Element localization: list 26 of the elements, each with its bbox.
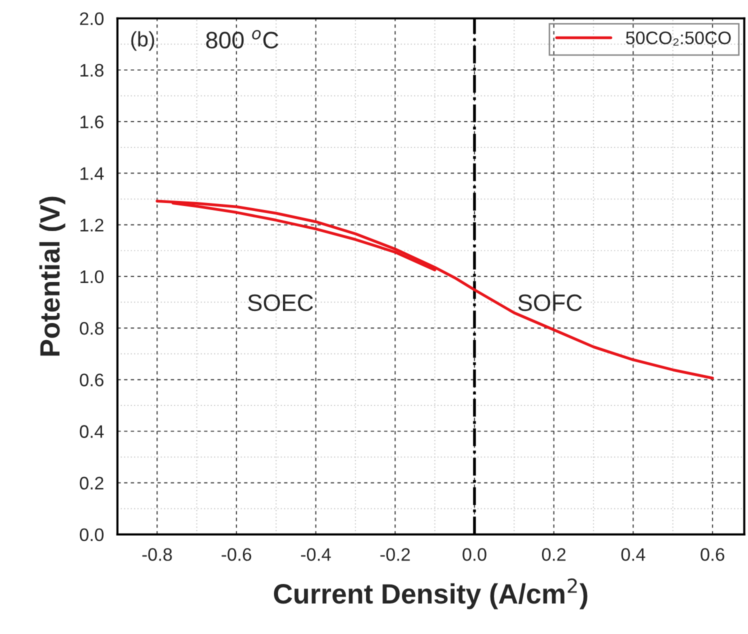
x-tick-label: 0.2: [542, 548, 566, 561]
x-tick-label: 0.6: [700, 548, 724, 561]
annotation: SOFC: [518, 294, 582, 312]
x-tick-label: -0.2: [380, 548, 410, 561]
x-tick-label: 0.4: [621, 548, 646, 561]
x-tick-label: -0.8: [142, 548, 172, 561]
y-axis-title: Potential (V): [39, 196, 66, 356]
y-tick-label: 0.0: [80, 528, 104, 542]
y-tick-label: 1.8: [80, 64, 104, 77]
x-tick-label: -0.6: [222, 548, 252, 561]
y-tick-label: 0.4: [80, 425, 104, 438]
y-tick-label: 2.0: [80, 12, 104, 26]
annotation: SOEC: [248, 294, 313, 312]
x-tick-label: -0.4: [301, 548, 331, 561]
y-tick-label: 0.8: [80, 322, 104, 335]
annotation: (b): [131, 31, 154, 51]
legend-label: 50CO₂:50CO: [626, 32, 731, 46]
y-tick-label: 1.2: [80, 218, 104, 232]
y-tick-label: 1.0: [80, 270, 104, 284]
y-tick-label: 1.4: [80, 167, 104, 180]
annotation: 800 $^{o}$C: [206, 30, 278, 49]
x-axis-title: Current Density (A/cm$^{2}$): [274, 578, 588, 610]
y-tick-label: 0.6: [80, 374, 104, 386]
y-tick-label: 1.6: [80, 116, 104, 128]
x-tick-label: 0.0: [462, 548, 486, 561]
y-tick-label: 0.2: [80, 476, 104, 490]
